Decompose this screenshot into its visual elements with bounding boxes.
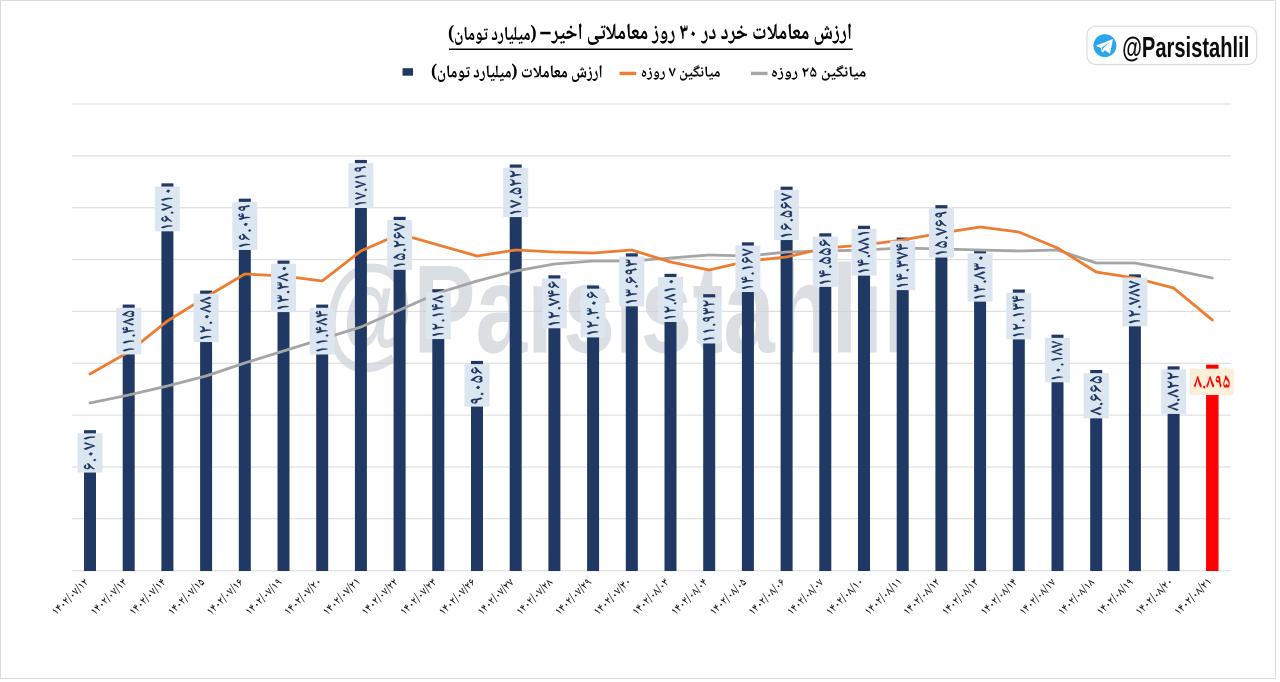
svg-text:@Parsistahlil: @Parsistahlil (323, 241, 909, 380)
svg-text:@Parsistahlil: @Parsistahlil (1122, 32, 1249, 64)
